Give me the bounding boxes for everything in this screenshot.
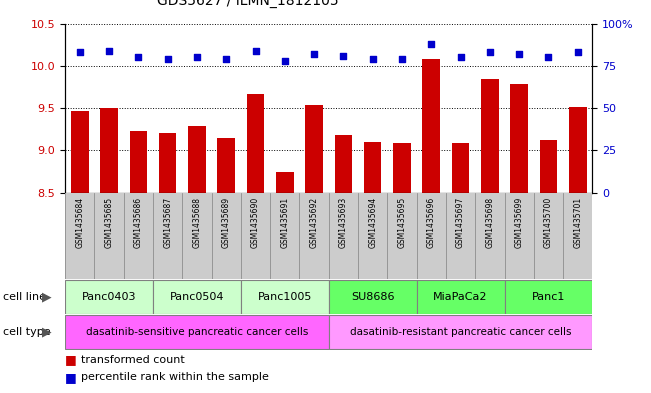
Point [455, 54, 465, 61]
Bar [569, 107, 587, 393]
Bar [130, 131, 147, 393]
Text: Panc0403: Panc0403 [82, 292, 136, 302]
Text: GSM1435691: GSM1435691 [281, 197, 289, 248]
FancyBboxPatch shape [329, 280, 417, 314]
Bar [422, 59, 440, 393]
Point [339, 53, 349, 59]
Point [572, 49, 583, 55]
Point [163, 56, 173, 62]
Point [426, 41, 436, 47]
Bar [100, 108, 118, 393]
FancyBboxPatch shape [329, 315, 592, 349]
Bar [335, 135, 352, 393]
Text: cell line: cell line [3, 292, 46, 302]
Text: percentile rank within the sample: percentile rank within the sample [81, 372, 270, 382]
Text: GSM1435686: GSM1435686 [134, 197, 143, 248]
Text: GSM1435687: GSM1435687 [163, 197, 172, 248]
Point [484, 49, 495, 55]
Text: dasatinib-sensitive pancreatic cancer cells: dasatinib-sensitive pancreatic cancer ce… [86, 327, 308, 337]
Bar [71, 110, 89, 393]
Text: GDS5627 / ILMN_1812105: GDS5627 / ILMN_1812105 [157, 0, 338, 8]
Point [309, 51, 319, 57]
Text: GSM1435684: GSM1435684 [76, 197, 84, 248]
Point [280, 58, 290, 64]
Text: GSM1435696: GSM1435696 [427, 197, 436, 248]
Text: Panc1: Panc1 [532, 292, 565, 302]
Text: GSM1435690: GSM1435690 [251, 197, 260, 248]
Text: GSM1435699: GSM1435699 [515, 197, 523, 248]
Point [74, 49, 85, 55]
Bar [481, 79, 499, 393]
Text: GSM1435688: GSM1435688 [193, 197, 201, 248]
Text: ▶: ▶ [42, 325, 51, 339]
FancyBboxPatch shape [65, 315, 329, 349]
Point [221, 56, 232, 62]
Point [104, 48, 115, 54]
Text: Panc0504: Panc0504 [170, 292, 224, 302]
Text: dasatinib-resistant pancreatic cancer cells: dasatinib-resistant pancreatic cancer ce… [350, 327, 572, 337]
Point [191, 54, 202, 61]
Text: Panc1005: Panc1005 [258, 292, 312, 302]
Text: ■: ■ [65, 353, 77, 366]
Text: MiaPaCa2: MiaPaCa2 [434, 292, 488, 302]
Bar [217, 138, 235, 393]
Bar [159, 132, 176, 393]
Text: GSM1435692: GSM1435692 [310, 197, 318, 248]
Point [133, 54, 143, 61]
FancyBboxPatch shape [153, 280, 241, 314]
Text: GSM1435695: GSM1435695 [398, 197, 406, 248]
Text: GSM1435701: GSM1435701 [574, 197, 582, 248]
FancyBboxPatch shape [65, 280, 153, 314]
Text: GSM1435689: GSM1435689 [222, 197, 230, 248]
FancyBboxPatch shape [241, 280, 329, 314]
Bar [305, 105, 323, 393]
Bar [393, 143, 411, 393]
Bar [276, 172, 294, 393]
Bar [188, 126, 206, 393]
Text: ■: ■ [65, 371, 77, 384]
Bar [452, 143, 469, 393]
Text: cell type: cell type [3, 327, 51, 337]
Text: SU8686: SU8686 [351, 292, 395, 302]
Text: ▶: ▶ [42, 290, 51, 303]
Text: GSM1435700: GSM1435700 [544, 197, 553, 248]
Bar [510, 84, 528, 393]
Point [543, 54, 553, 61]
Text: GSM1435694: GSM1435694 [368, 197, 377, 248]
Point [396, 56, 408, 62]
Bar [540, 140, 557, 393]
Text: GSM1435693: GSM1435693 [339, 197, 348, 248]
Bar [247, 94, 264, 393]
Point [367, 56, 378, 62]
FancyBboxPatch shape [417, 280, 505, 314]
Point [250, 48, 260, 54]
Bar [364, 142, 381, 393]
Text: GSM1435685: GSM1435685 [105, 197, 113, 248]
Text: GSM1435698: GSM1435698 [486, 197, 494, 248]
Text: transformed count: transformed count [81, 354, 185, 365]
Text: GSM1435697: GSM1435697 [456, 197, 465, 248]
FancyBboxPatch shape [505, 280, 592, 314]
Point [514, 51, 524, 57]
